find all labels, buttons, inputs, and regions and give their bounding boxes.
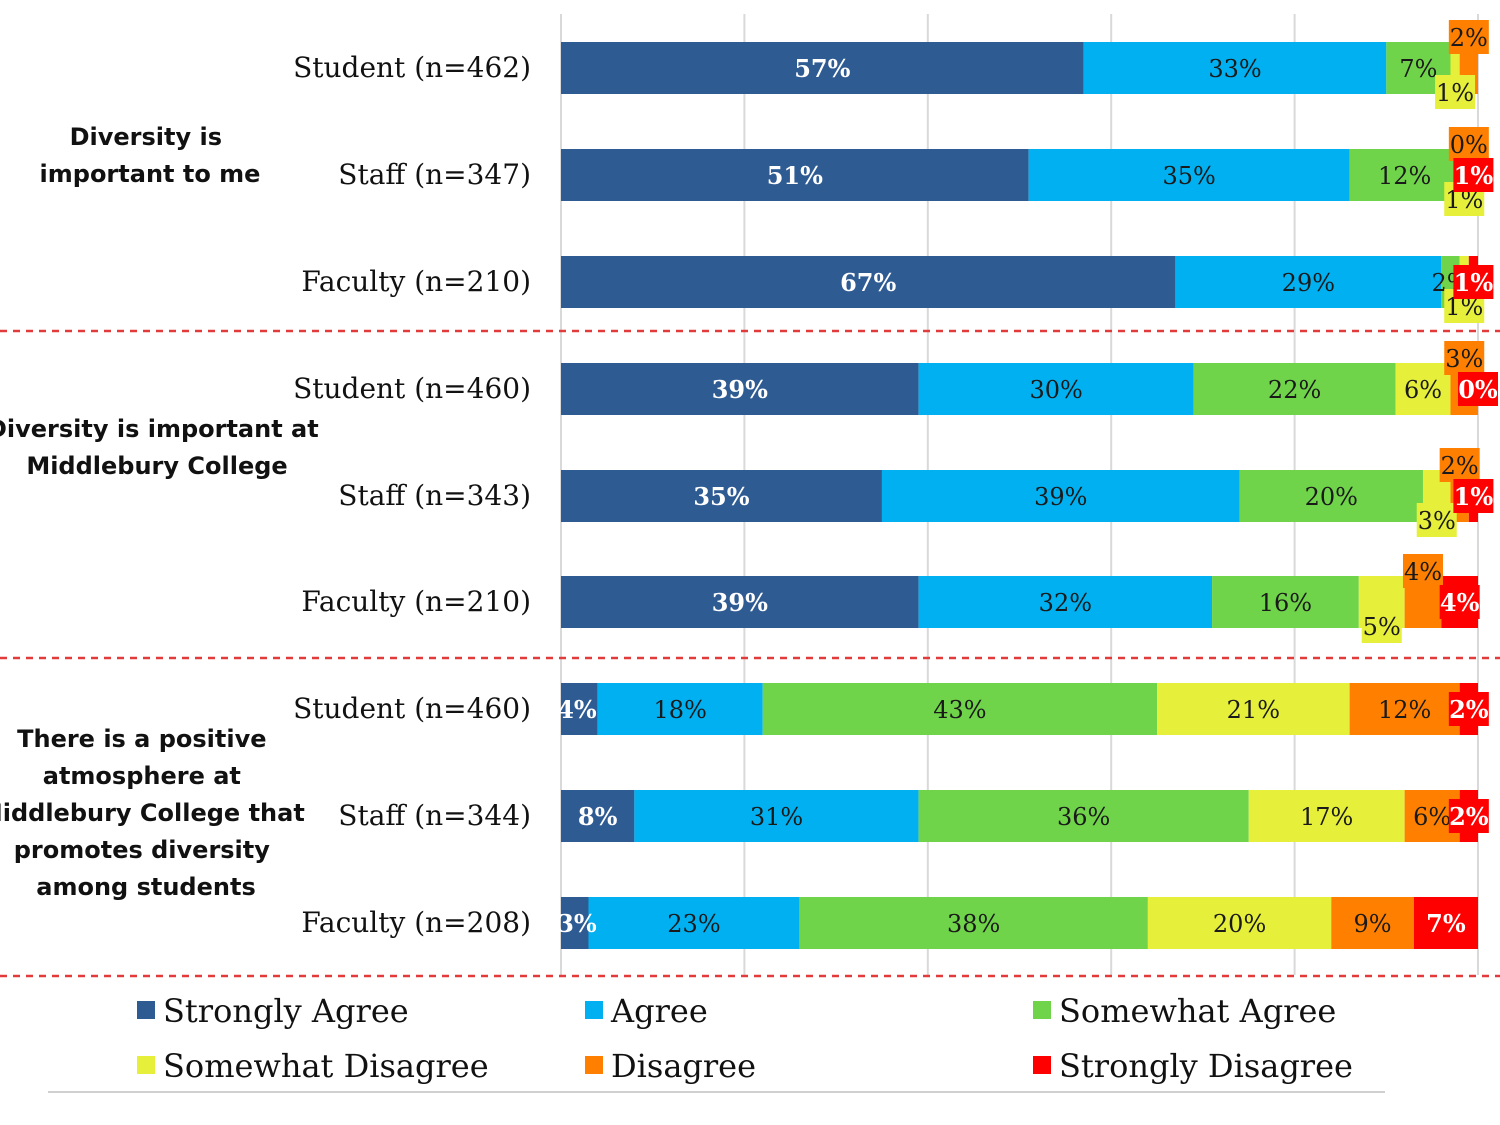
value-label: 32% [1039, 589, 1092, 617]
legend-label: Somewhat Agree [1059, 992, 1336, 1030]
group-title: Diversity is important at Middlebury Col… [0, 415, 327, 480]
legend-label: Strongly Agree [163, 992, 409, 1030]
value-label: 1% [1454, 482, 1494, 511]
legend: Strongly Agree Agree Somewhat Agree Somewha… [48, 992, 1385, 1092]
value-label: 43% [933, 696, 986, 724]
value-label: 2% [1449, 695, 1489, 724]
value-label: 7% [1426, 909, 1466, 938]
legend-swatch [585, 1001, 603, 1019]
value-label: 1% [1436, 79, 1474, 107]
value-label: 39% [712, 588, 768, 617]
row-label: Staff (n=347) [338, 158, 531, 191]
value-label: 18% [654, 696, 707, 724]
legend-swatch [137, 1056, 155, 1074]
row-label: Student (n=460) [293, 372, 531, 405]
value-label: 22% [1268, 376, 1321, 404]
value-label: 35% [1162, 162, 1215, 190]
group-title: There is a positive atmosphere at Middle… [0, 725, 313, 901]
value-label: 2% [1450, 24, 1488, 52]
legend-swatch [1033, 1056, 1051, 1074]
stacked-bar-chart: 57% 33% 7%1%2%51% 35% 12%1%0%1%67% 29% 2%1%1%3… [0, 0, 1500, 1125]
value-label: 4% [1440, 588, 1480, 617]
value-label: 12% [1378, 696, 1431, 724]
row-label: Student (n=460) [293, 692, 531, 725]
value-label: 16% [1259, 589, 1312, 617]
value-label: 8% [578, 802, 618, 831]
row-label: Faculty (n=210) [301, 585, 531, 618]
group-title: Diversity is important to me [40, 123, 261, 188]
row-label: Faculty (n=210) [301, 265, 531, 298]
legend-swatch [585, 1056, 603, 1074]
value-label: 5% [1363, 613, 1401, 641]
value-label: 51% [767, 161, 823, 190]
legend-label: Agree [610, 992, 708, 1030]
value-label: 31% [750, 803, 803, 831]
value-label: 6% [1413, 803, 1451, 831]
row-label: Student (n=462) [293, 51, 531, 84]
value-label: 57% [794, 54, 850, 83]
legend-swatch [1033, 1001, 1051, 1019]
row-label: Staff (n=344) [338, 799, 531, 832]
legend-label: Somewhat Disagree [163, 1047, 489, 1085]
value-label: 17% [1300, 803, 1353, 831]
value-label: 23% [667, 910, 720, 938]
category-labels: Diversity is important to me Student (n=4… [0, 51, 531, 939]
value-label: 39% [1034, 483, 1087, 511]
value-label: 20% [1213, 910, 1266, 938]
row-label: Staff (n=343) [338, 479, 531, 512]
value-label: 12% [1378, 162, 1431, 190]
value-label: 35% [693, 482, 749, 511]
value-label: 2% [1449, 802, 1489, 831]
value-label: 0% [1450, 131, 1488, 159]
value-label: 1% [1454, 268, 1494, 297]
value-label: 3% [1445, 345, 1483, 373]
value-label: 21% [1227, 696, 1280, 724]
value-label: 36% [1057, 803, 1110, 831]
value-label: 30% [1030, 376, 1083, 404]
value-label: 7% [1399, 55, 1437, 83]
value-label: 0% [1458, 375, 1498, 404]
value-label: 67% [840, 268, 896, 297]
value-label: 4% [557, 695, 597, 724]
value-label: 2% [1441, 452, 1479, 480]
value-label: 39% [712, 375, 768, 404]
value-label: 6% [1404, 376, 1442, 404]
value-label: 20% [1305, 483, 1358, 511]
row-label: Faculty (n=208) [301, 906, 531, 939]
value-label: 9% [1354, 910, 1392, 938]
legend-label: Strongly Disagree [1059, 1047, 1353, 1085]
value-label: 1% [1454, 161, 1494, 190]
value-label: 4% [1404, 558, 1442, 586]
value-label: 38% [947, 910, 1000, 938]
value-label: 3% [1418, 507, 1456, 535]
value-label: 29% [1282, 269, 1335, 297]
legend-swatch [137, 1001, 155, 1019]
value-label: 33% [1208, 55, 1261, 83]
legend-label: Disagree [611, 1047, 756, 1085]
value-label: 3% [557, 909, 597, 938]
